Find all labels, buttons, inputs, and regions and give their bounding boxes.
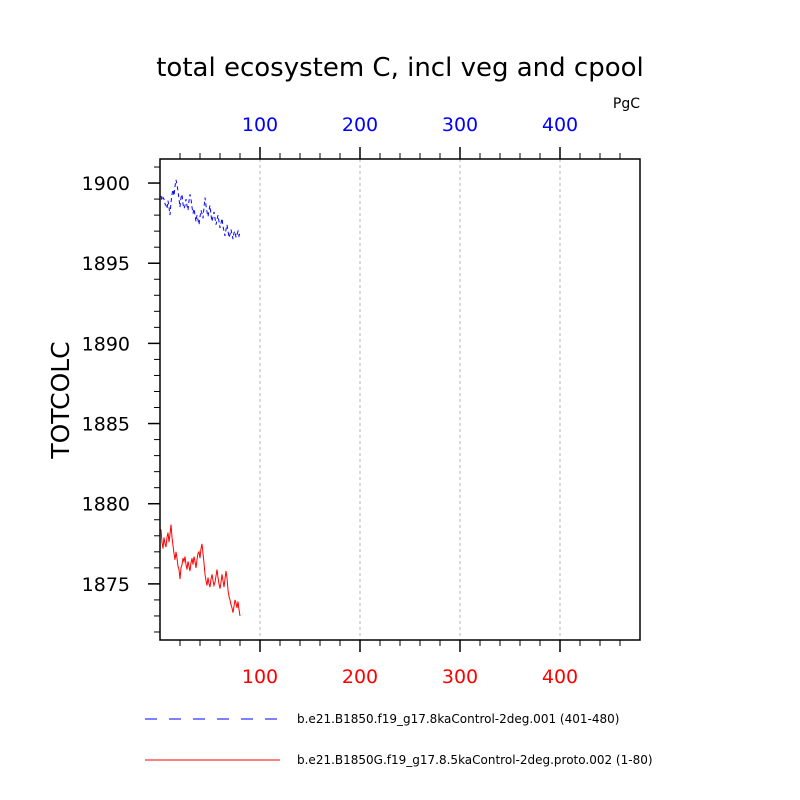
chart-title: total ecosystem C, incl veg and cpool — [156, 53, 644, 83]
legend: b.e21.B1850.f19_g17.8kaControl-2deg.001 … — [145, 712, 653, 767]
top-tick-label: 200 — [342, 114, 378, 136]
series-line-2 — [160, 524, 241, 617]
top-tick-label: 400 — [542, 114, 578, 136]
grid-layer — [259, 159, 561, 640]
series-line-1 — [160, 179, 241, 240]
legend-label-2: b.e21.B1850G.f19_g17.8.5kaControl-2deg.p… — [297, 753, 653, 767]
y-axis-label: TOTCOLC — [46, 341, 75, 459]
bottom-tick-label: 100 — [242, 666, 278, 688]
bottom-tick-label: 300 — [442, 666, 478, 688]
axis-layer: 100 100 200 200 300 300 400 400 1875 1880 1885 1890… — [82, 114, 621, 688]
units-label: PgC — [613, 96, 640, 112]
legend-label-1: b.e21.B1850.f19_g17.8kaControl-2deg.001 … — [297, 712, 619, 726]
y-tick-label: 1875 — [82, 574, 130, 596]
y-tick-label: 1880 — [82, 494, 130, 516]
series-layer — [160, 179, 241, 617]
top-tick-label: 300 — [442, 114, 478, 136]
y-tick-label: 1895 — [82, 253, 130, 275]
top-tick-label: 100 — [242, 114, 278, 136]
y-tick-label: 1890 — [82, 333, 130, 355]
y-tick-label: 1900 — [82, 173, 130, 195]
bottom-tick-label: 200 — [342, 666, 378, 688]
plot-frame — [159, 158, 641, 641]
y-tick-label: 1885 — [82, 414, 130, 436]
bottom-tick-label: 400 — [542, 666, 578, 688]
